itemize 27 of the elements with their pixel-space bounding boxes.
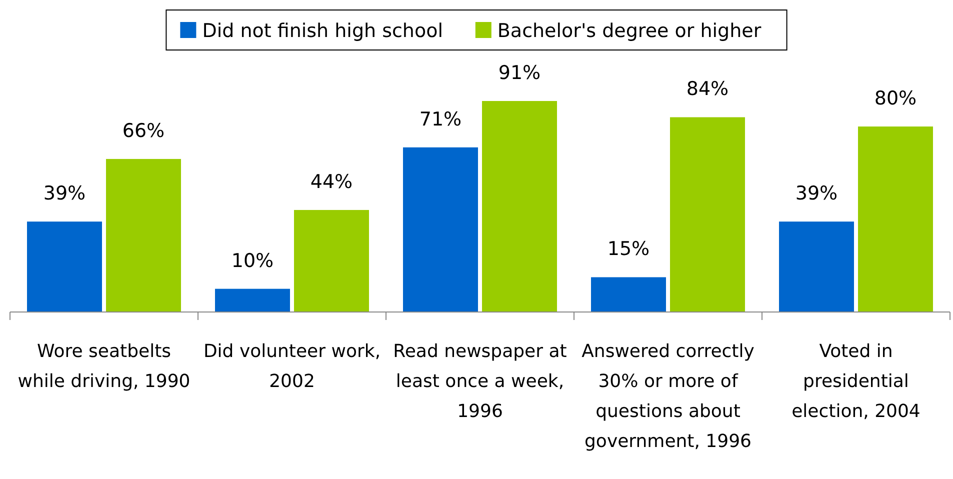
x-tick-label: Read newspaper at least once a week, 1996 [393,341,567,422]
bar [670,117,745,312]
bar [27,222,102,312]
data-label: 80% [874,88,917,110]
x-tick-label: Voted in presidential election, 2004 [792,341,920,422]
bar [403,147,478,312]
bar [482,101,557,312]
data-label: 39% [43,182,86,205]
bar [294,210,369,312]
data-label: 84% [686,78,729,100]
data-label: 91% [498,62,541,84]
bar [591,277,666,312]
legend-label: Did not finish high school [202,20,444,42]
data-label: 44% [310,170,353,193]
legend-label: Bachelor's degree or higher [497,20,762,42]
bar [858,126,933,312]
data-label: 10% [231,250,274,272]
x-tick-label: Wore seatbelts while driving, 1990 [18,341,190,392]
x-tick-label: Answered correctly 30% or more of questions about government, 1996 [582,341,755,452]
bar [215,288,290,312]
data-label: 15% [607,238,650,260]
data-label: 71% [419,108,462,130]
x-tick-label: Did volunteer work, 2002 [203,341,381,392]
data-label: 66% [122,120,165,142]
data-label: 39% [795,182,838,205]
bar [106,158,181,312]
bar [779,222,854,312]
